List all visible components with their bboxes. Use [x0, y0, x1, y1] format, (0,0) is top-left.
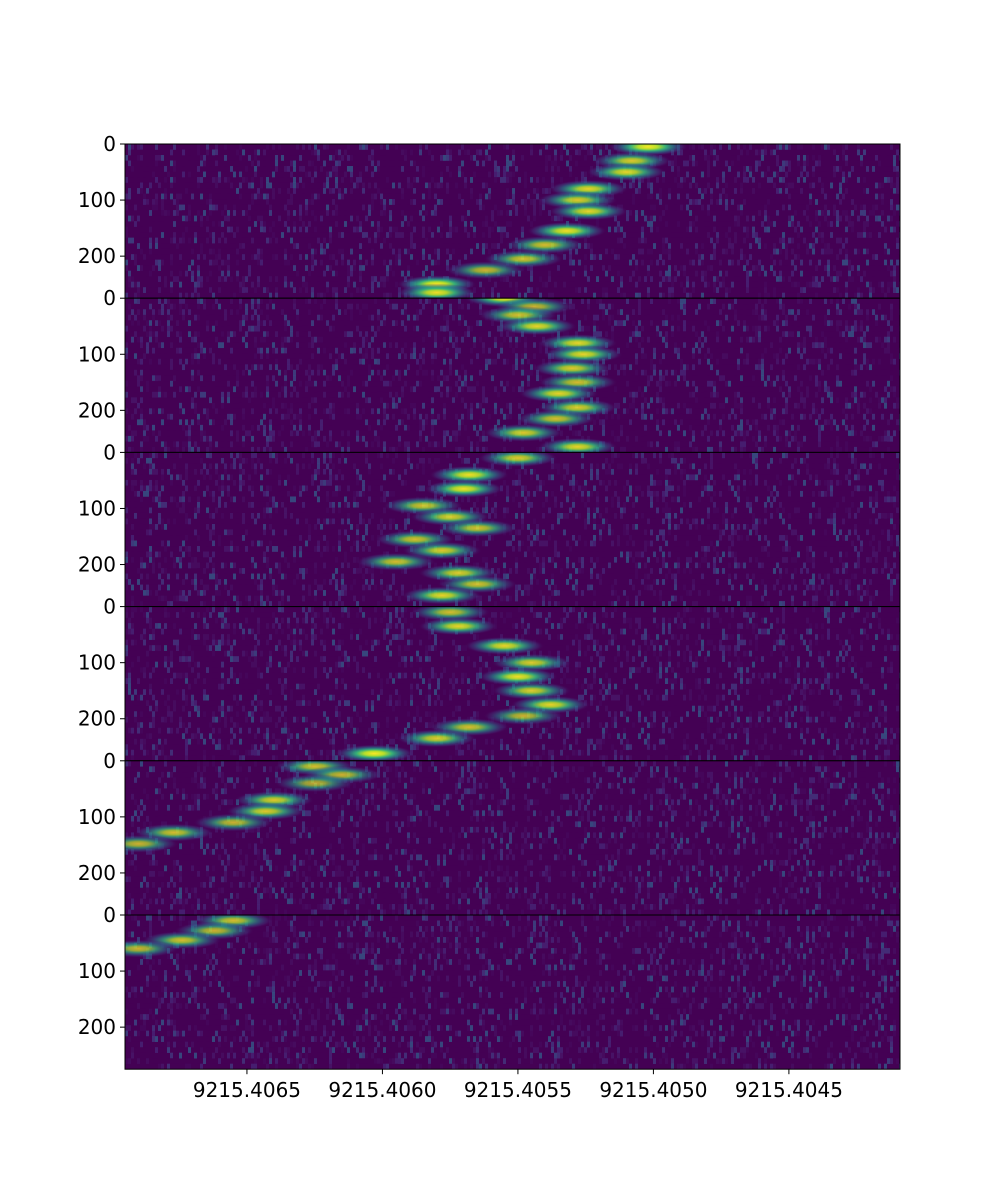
y-tick-label: 100 [78, 959, 116, 983]
panel-4: 0 100 200 [78, 595, 901, 762]
trace-point [532, 359, 613, 378]
trace-point [464, 636, 545, 655]
trace-point [396, 283, 477, 299]
trace-point [274, 774, 355, 793]
y-tick-label: 200 [78, 1015, 116, 1039]
y-tick-label: 100 [78, 188, 116, 212]
trace-point [334, 744, 415, 761]
y-tick-label: 0 [103, 440, 116, 464]
y-tick-label: 0 [103, 595, 116, 619]
y-tick-label: 200 [78, 244, 116, 268]
trace-point [483, 706, 564, 725]
trace-point [355, 552, 436, 571]
y-tick-label: 200 [78, 861, 116, 885]
trace-point [125, 939, 179, 958]
x-tick-label: 9215.4050 [599, 1078, 707, 1102]
noise-texture [125, 915, 900, 1070]
y-tick-label: 100 [78, 342, 116, 366]
panel-2: 0 100 200 [78, 286, 901, 453]
y-tick-label: 0 [103, 903, 116, 927]
trace-point [445, 261, 526, 280]
y-tick-label: 200 [78, 398, 116, 422]
trace-point [410, 606, 491, 622]
panel-frame [124, 914, 901, 1070]
trace-point [125, 834, 179, 853]
signal-trace [464, 298, 623, 453]
x-tick-label: 9215.4060 [328, 1078, 436, 1102]
x-axis: 9215.4065 9215.4060 9215.4055 9215.4050 9215… [193, 1069, 843, 1102]
signal-trace [334, 606, 591, 761]
trace-point [193, 813, 274, 832]
noise-texture [125, 760, 900, 915]
trace-point [586, 163, 667, 182]
signal-trace [355, 452, 558, 605]
x-tick-label: 9215.4065 [193, 1078, 301, 1102]
y-tick-label: 100 [78, 496, 116, 520]
trace-point [518, 384, 599, 403]
signal-trace [396, 144, 688, 299]
y-tick-label: 200 [78, 553, 116, 577]
trace-point [537, 437, 618, 453]
trace-point [491, 653, 572, 672]
signal-trace [125, 915, 274, 958]
panel-6: 0 100 200 [78, 903, 901, 1070]
panel-5: 0 100 200 [78, 749, 901, 916]
trace-point [429, 465, 510, 484]
trace-point [437, 519, 518, 538]
trace-point [477, 452, 558, 468]
x-tick-label: 9215.4055 [464, 1078, 572, 1102]
trace-point [515, 409, 596, 428]
trace-point [402, 586, 483, 605]
y-tick-label: 100 [78, 651, 116, 675]
panel-3: 0 100 200 [78, 440, 901, 608]
trace-point [396, 729, 477, 748]
signal-trace [125, 760, 382, 853]
panels: 0 100 200 0 100 200 0 100 200 0 100 200 0 100 200 0 100 2… [78, 132, 901, 1070]
trace-point [505, 235, 586, 254]
panel-1: 0 100 200 [78, 132, 901, 299]
trace-point [542, 345, 623, 364]
noise-texture [125, 144, 900, 299]
trace-point [491, 681, 572, 700]
y-tick-label: 200 [78, 707, 116, 731]
trace-point [483, 423, 564, 442]
y-tick-label: 100 [78, 805, 116, 829]
y-tick-label: 0 [103, 286, 116, 310]
trace-point [418, 617, 499, 636]
y-tick-label: 0 [103, 749, 116, 773]
trace-point [548, 202, 629, 221]
trace-point [423, 479, 504, 498]
noise-texture [125, 452, 900, 607]
y-tick-label: 0 [103, 132, 116, 156]
trace-point [526, 221, 607, 240]
trace-point [496, 317, 577, 336]
x-tick-label: 9215.4045 [735, 1078, 843, 1102]
trace-point [477, 667, 558, 686]
